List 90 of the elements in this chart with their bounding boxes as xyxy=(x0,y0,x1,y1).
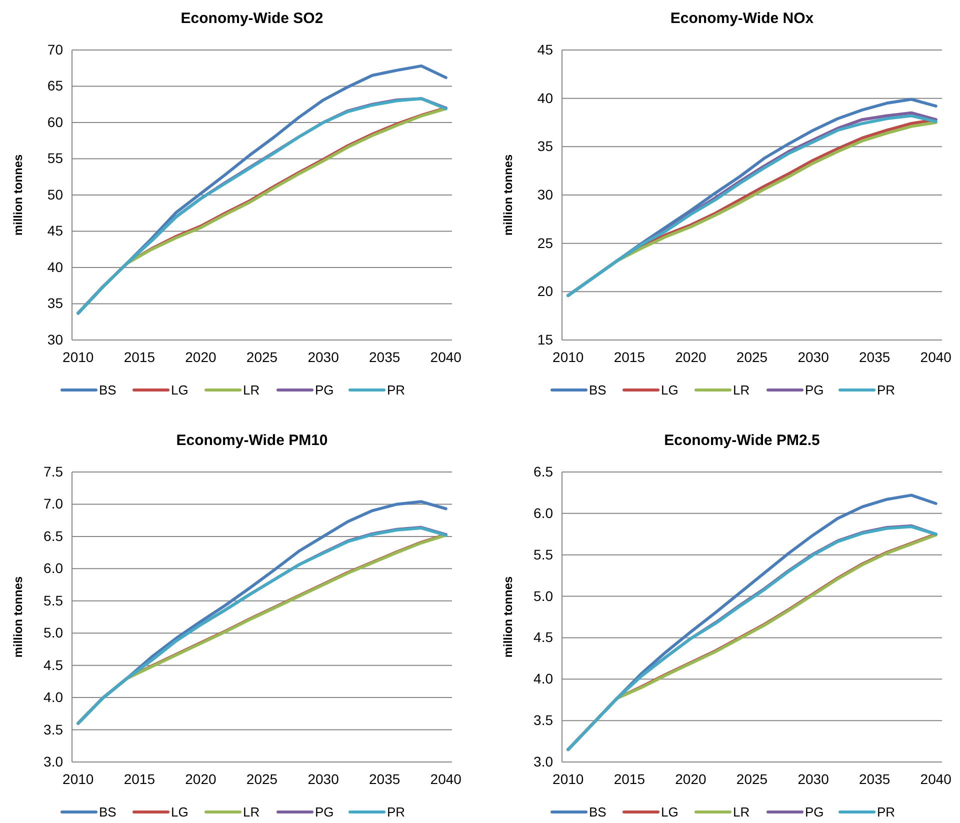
legend-label: PR xyxy=(877,382,896,398)
chart-title: Economy-Wide NOx xyxy=(670,10,814,27)
y-tick-label: 4.0 xyxy=(534,670,554,687)
legend-label: BS xyxy=(99,804,117,820)
y-tick-label: 15 xyxy=(537,331,554,348)
legend-label: BS xyxy=(589,382,607,398)
y-tick-label: 3.5 xyxy=(534,712,554,728)
legend-label: LR xyxy=(243,804,260,820)
y-tick-label: 3.0 xyxy=(534,753,554,770)
x-tick-label: 2015 xyxy=(124,348,156,365)
legend-label: PR xyxy=(877,804,896,820)
legend-label: PG xyxy=(315,804,334,820)
y-tick-label: 70 xyxy=(47,41,64,58)
x-tick-label: 2015 xyxy=(614,348,646,365)
y-tick-label: 40 xyxy=(537,90,554,106)
x-tick-label: 2020 xyxy=(185,348,216,365)
y-tick-label: 5.0 xyxy=(44,624,64,641)
y-tick-label: 40 xyxy=(47,258,64,275)
legend-label: PR xyxy=(387,382,406,398)
y-tick-label: 5.5 xyxy=(44,592,64,608)
chart-title: Economy-Wide SO2 xyxy=(180,10,324,27)
x-tick-label: 2015 xyxy=(614,770,646,787)
legend-label: LG xyxy=(171,804,188,820)
x-tick-label: 2030 xyxy=(308,770,340,787)
y-tick-label: 6.5 xyxy=(534,463,554,480)
x-tick-label: 2035 xyxy=(859,770,890,787)
y-tick-label: 3.0 xyxy=(44,753,64,770)
x-tick-label: 2010 xyxy=(552,770,584,787)
legend-label: LG xyxy=(171,382,188,398)
x-tick-label: 2020 xyxy=(675,770,706,787)
x-tick-label: 2020 xyxy=(185,770,216,787)
y-tick-label: 4.5 xyxy=(44,656,64,673)
x-tick-label: 2035 xyxy=(369,348,400,365)
x-tick-label: 2030 xyxy=(798,348,830,365)
x-tick-label: 2040 xyxy=(920,770,952,787)
chart-title: Economy-Wide PM2.5 xyxy=(664,432,820,449)
y-tick-label: 6.0 xyxy=(534,504,554,521)
legend-label: PG xyxy=(315,382,334,398)
y-tick-label: 45 xyxy=(537,41,554,58)
legend-label: BS xyxy=(99,382,117,398)
x-tick-label: 2035 xyxy=(369,770,400,787)
x-tick-label: 2010 xyxy=(62,770,94,787)
y-tick-label: 5.5 xyxy=(534,546,554,562)
y-tick-label: 7.0 xyxy=(44,496,64,512)
y-tick-label: 4.5 xyxy=(534,629,554,646)
legend-label: LR xyxy=(733,382,750,398)
y-tick-label: 30 xyxy=(47,331,64,348)
x-tick-label: 2030 xyxy=(798,770,830,787)
x-tick-label: 2025 xyxy=(246,348,278,365)
y-tick-label: 30 xyxy=(537,186,554,202)
chart-title: Economy-Wide PM10 xyxy=(176,432,328,449)
legend-label: LG xyxy=(661,382,678,398)
x-tick-label: 2040 xyxy=(430,348,462,365)
legend-label: PG xyxy=(805,804,824,820)
legend-label: LR xyxy=(243,382,260,398)
y-tick-label: 65 xyxy=(47,78,64,94)
y-axis-title: million tonnes xyxy=(501,576,515,658)
y-tick-label: 6.5 xyxy=(44,528,64,544)
y-tick-label: 25 xyxy=(537,234,554,251)
y-tick-label: 20 xyxy=(537,283,554,300)
x-tick-label: 2015 xyxy=(124,770,156,787)
y-tick-label: 5.0 xyxy=(534,588,554,604)
x-tick-label: 2035 xyxy=(859,348,890,365)
x-tick-label: 2025 xyxy=(736,770,768,787)
y-axis-title: million tonnes xyxy=(11,576,25,658)
y-tick-label: 3.5 xyxy=(44,721,64,738)
y-tick-label: 6.0 xyxy=(44,560,64,576)
y-tick-label: 35 xyxy=(47,295,64,312)
y-tick-label: 7.5 xyxy=(44,463,64,480)
legend-label: LG xyxy=(661,804,678,820)
legend-label: LR xyxy=(733,804,750,820)
x-tick-label: 2040 xyxy=(430,770,462,787)
x-tick-label: 2025 xyxy=(736,348,768,365)
y-axis-title: million tonnes xyxy=(501,154,515,236)
x-tick-label: 2040 xyxy=(920,348,952,365)
y-tick-label: 4.0 xyxy=(44,689,64,706)
y-axis-title: million tonnes xyxy=(11,154,25,236)
x-tick-label: 2010 xyxy=(552,348,584,365)
legend-label: PG xyxy=(805,382,824,398)
y-tick-label: 45 xyxy=(47,222,64,239)
x-tick-label: 2030 xyxy=(308,348,340,365)
x-tick-label: 2010 xyxy=(62,348,94,365)
x-tick-label: 2025 xyxy=(246,770,278,787)
y-tick-label: 55 xyxy=(47,150,64,166)
y-tick-label: 35 xyxy=(537,138,554,154)
x-tick-label: 2020 xyxy=(675,348,706,365)
y-tick-label: 50 xyxy=(47,186,64,202)
legend-label: PR xyxy=(387,804,406,820)
y-tick-label: 60 xyxy=(47,114,64,130)
legend-label: BS xyxy=(589,804,607,820)
